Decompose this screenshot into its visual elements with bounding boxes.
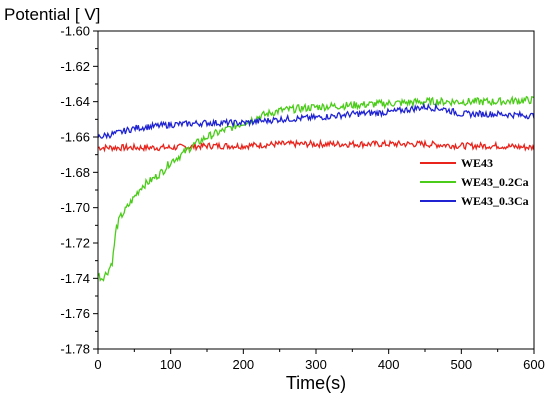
y-tick-label: -1.78: [60, 342, 90, 357]
y-tick-label: -1.70: [60, 200, 90, 215]
y-tick-label: -1.62: [60, 59, 90, 74]
x-tick-label: 100: [160, 357, 182, 372]
x-tick-label: 400: [378, 357, 400, 372]
plot-frame: [97, 30, 535, 350]
y-tick-label: -1.74: [60, 271, 90, 286]
legend-label: WE43_0.2Ca: [461, 175, 529, 189]
plot-area: [97, 95, 535, 282]
series-line-2: [97, 95, 535, 282]
y-tick-label: -1.64: [60, 94, 90, 109]
x-axis-title: Time(s): [286, 373, 346, 393]
series-line-1: [97, 138, 535, 153]
x-tick-label: 0: [94, 357, 101, 372]
legend-label: WE43_0.3Ca: [461, 194, 529, 208]
x-tick-label: 500: [450, 357, 472, 372]
y-tick-label: -1.68: [60, 165, 90, 180]
y-tick-label: -1.76: [60, 306, 90, 321]
y-tick-label: -1.72: [60, 236, 90, 251]
legend-label: WE43: [461, 156, 493, 170]
y-axis-title: Potential [ V]: [4, 5, 100, 24]
y-tick-label: -1.60: [60, 24, 90, 39]
x-tick-label: 300: [305, 357, 327, 372]
y-tick-label: -1.66: [60, 130, 90, 145]
x-axis: 0 100 200 300 400 500 600: [94, 349, 545, 372]
legend: WE43 WE43_0.2Ca WE43_0.3Ca: [420, 156, 529, 208]
x-tick-label: 600: [523, 357, 545, 372]
y-axis: -1.60 -1.62 -1.64 -1.66 -1.68 -1.70 -1.72 -1.74…: [60, 24, 98, 357]
x-tick-label: 200: [232, 357, 254, 372]
series-line-3: [97, 101, 535, 140]
